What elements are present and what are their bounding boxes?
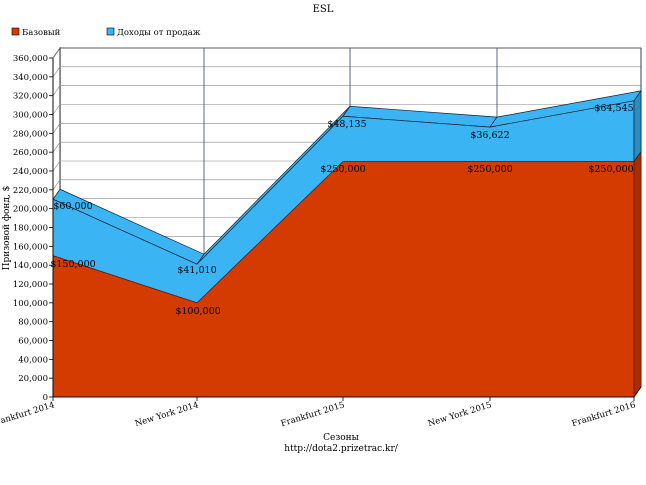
data-label-base: $250,000 <box>467 164 512 175</box>
y-tick-label: 0 <box>43 393 48 403</box>
plot-area: 0 20,000 40,000 60,000 80,000 100,000 120,000 1… <box>0 46 642 429</box>
legend-swatch <box>11 27 20 36</box>
y-tick-label: 20,000 <box>18 374 48 384</box>
legend: Базовый Доходы от продаж <box>11 27 201 38</box>
x-axis-label: Сезоны <box>323 433 359 443</box>
data-label-base: $250,000 <box>320 164 365 175</box>
y-tick-label: 300,000 <box>13 111 48 121</box>
legend-label: Базовый <box>22 28 61 38</box>
y-tick-label: 40,000 <box>18 355 48 365</box>
base-end-face <box>633 150 642 399</box>
y-tick-label: 340,000 <box>13 73 48 83</box>
chart-title: ESL <box>313 4 334 15</box>
y-tick-label: 360,000 <box>13 54 48 64</box>
data-label-base: $250,000 <box>588 164 633 175</box>
y-tick-label: 220,000 <box>13 186 48 196</box>
grid-line-side <box>52 179 61 191</box>
y-tick-label: 180,000 <box>13 224 48 234</box>
y-tick-label: 280,000 <box>13 129 48 139</box>
x-tick-label: Frankfurt 2016 <box>571 400 637 429</box>
y-tick-label: 320,000 <box>13 92 48 102</box>
grid-line-side <box>52 47 61 59</box>
grid-line-side <box>52 66 61 78</box>
legend-label: Доходы от продаж <box>117 28 201 38</box>
data-label-sales: $64,545 <box>594 103 633 114</box>
data-label-sales: $36,622 <box>470 130 509 141</box>
legend-swatch <box>106 27 115 36</box>
data-labels: $150,000 $100,000 $250,000 $250,000 $250,000… <box>50 103 633 317</box>
y-axis: 0 20,000 40,000 60,000 80,000 100,000 120,000 1… <box>13 54 54 403</box>
y-tick-label: 200,000 <box>13 205 48 215</box>
source-url: http://dota2.prizetrac.kr/ <box>284 444 399 454</box>
y-tick-label: 160,000 <box>13 242 48 252</box>
y-tick-label: 80,000 <box>18 318 48 328</box>
x-tick-label: Frankfurt 2015 <box>280 400 346 429</box>
grid-line-side <box>52 141 61 153</box>
x-tick-label: New York 2015 <box>427 400 493 429</box>
data-label-base: $150,000 <box>50 259 95 270</box>
grid-line-side <box>52 104 61 115</box>
y-axis-label: Призовой фонд, $ <box>2 186 12 271</box>
y-tick-label: 120,000 <box>13 280 48 290</box>
y-tick-label: 240,000 <box>13 167 48 177</box>
data-label-sales: $48,135 <box>327 119 366 130</box>
grid-line-side <box>52 160 61 172</box>
grid-line-side <box>52 85 61 96</box>
y-tick-label: 100,000 <box>13 299 48 309</box>
grid-line-side <box>52 123 61 134</box>
data-label-sales: $41,010 <box>177 265 216 276</box>
sales-end-face <box>633 89 642 163</box>
y-tick-label: 260,000 <box>13 148 48 158</box>
y-tick-label: 140,000 <box>13 261 48 271</box>
data-label-sales: $60,000 <box>53 201 92 212</box>
x-tick-label: New York 2014 <box>134 400 200 429</box>
x-tick-label: Frankfurt 2014 <box>0 400 56 429</box>
x-axis-depth <box>633 386 642 398</box>
y-tick-label: 60,000 <box>18 337 48 347</box>
data-label-base: $100,000 <box>175 306 220 317</box>
